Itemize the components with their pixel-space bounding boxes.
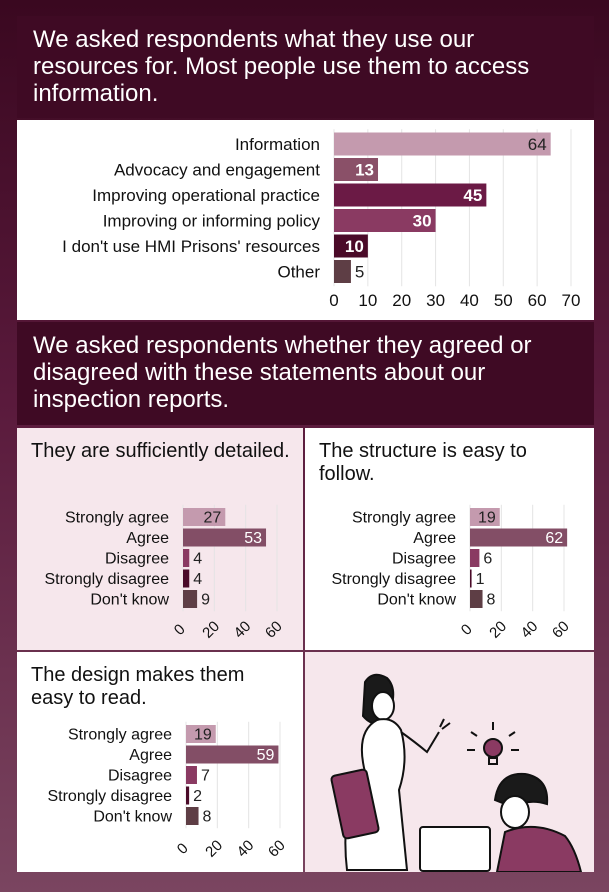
category-label: Agree: [129, 747, 172, 764]
bar: [183, 569, 190, 588]
data-label: 13: [355, 160, 374, 179]
tick-label: 60: [262, 618, 286, 642]
bar: [334, 234, 368, 258]
tick-label: 20: [486, 618, 510, 642]
tick-label: 20: [199, 618, 223, 642]
category-label: Disagree: [392, 551, 456, 568]
data-label: 1: [476, 571, 485, 588]
tick-label: 30: [426, 291, 445, 310]
data-label: 27: [204, 510, 222, 527]
category-label: Disagree: [108, 768, 172, 785]
chart-design: 0 20 40 60 Strongly agree 19 Agree 59 Disagree 7 S…: [47, 721, 289, 861]
tick-label: 40: [460, 291, 479, 310]
bar: [186, 786, 190, 805]
chart-structure-panel: The structure is easy to follow. 0 20 40 60…: [305, 428, 594, 650]
category-label: Strongly agree: [65, 510, 169, 527]
section-header-uses: We asked respondents what they use our r…: [17, 16, 594, 118]
tick-label: 0: [329, 291, 338, 310]
tick-label: 0: [171, 621, 189, 639]
chart-title: They are sufficiently detailed.: [31, 440, 290, 462]
data-label: 19: [478, 510, 496, 527]
bar: [183, 590, 198, 608]
category-label: I don't use HMI Prisons' resources: [62, 237, 320, 256]
bar: [470, 590, 483, 608]
category-label: Agree: [126, 530, 169, 547]
chart-design-panel: The design makes them easy to read. 0 20 4…: [17, 652, 303, 872]
bar: [334, 209, 436, 232]
category-label: Strongly disagree: [47, 788, 172, 805]
chart-structure: 0 20 40 60 Strongly agree 19 Agree 62 Disagree 6 S…: [331, 504, 573, 642]
tick-label: 0: [174, 840, 192, 858]
data-label: 19: [194, 727, 212, 744]
data-label: 6: [483, 551, 492, 568]
tick-label: 40: [234, 837, 258, 861]
bar: [186, 725, 216, 743]
category-label: Don't know: [377, 592, 456, 609]
bar: [470, 549, 480, 567]
bar: [470, 569, 472, 588]
bar: [334, 260, 351, 283]
data-label: 53: [244, 530, 262, 547]
bar: [470, 528, 568, 547]
data-label: 2: [193, 788, 202, 805]
tick-label: 20: [202, 837, 226, 861]
category-label: Other: [277, 262, 320, 281]
illustration-panel: [305, 652, 594, 872]
tick-label: 40: [518, 618, 542, 642]
bar: [186, 745, 279, 764]
category-label: Don't know: [93, 809, 172, 826]
tick-label: 20: [392, 291, 411, 310]
category-label: Strongly disagree: [331, 571, 456, 588]
data-label: 4: [193, 551, 202, 568]
tick-label: 60: [549, 618, 573, 642]
bar: [334, 158, 379, 181]
data-label: 59: [257, 747, 275, 764]
data-label: 62: [545, 530, 563, 547]
section-header-statements: We asked respondents whether they agreed…: [17, 322, 594, 425]
category-label: Improving or informing policy: [103, 211, 321, 230]
data-label: 45: [463, 186, 482, 205]
bar: [334, 132, 551, 156]
data-label: 30: [413, 211, 432, 230]
data-label: 10: [345, 237, 364, 256]
category-label: Strongly agree: [68, 727, 172, 744]
bar: [183, 508, 226, 526]
people-reading-illustration: [330, 673, 583, 872]
chart-uses: 0 10 20 30 40 50 60 70 Information 64 Advocacy and…: [62, 129, 581, 310]
tick-label: 40: [231, 618, 255, 642]
bar: [186, 766, 197, 784]
tick-label: 50: [494, 291, 513, 310]
data-label: 9: [201, 592, 210, 609]
data-label: 8: [203, 809, 212, 826]
chart-detailed-panel: They are sufficiently detailed. 0 20 40 60 S…: [17, 428, 303, 650]
category-label: Agree: [413, 530, 456, 547]
category-label: Strongly agree: [352, 510, 456, 527]
data-label: 8: [487, 592, 496, 609]
category-label: Information: [235, 135, 320, 154]
bar: [183, 549, 190, 567]
chart-title: The design makes them easy to read.: [31, 664, 245, 709]
bar: [334, 183, 487, 207]
data-label: 64: [528, 135, 547, 154]
tick-label: 70: [562, 291, 581, 310]
tick-label: 10: [358, 291, 377, 310]
tick-label: 60: [528, 291, 547, 310]
category-label: Advocacy and engagement: [114, 160, 320, 179]
data-label: 7: [201, 768, 210, 785]
chart-uses-panel: 0 10 20 30 40 50 60 70 Information 64 Advocacy and…: [17, 120, 594, 320]
category-label: Disagree: [105, 551, 169, 568]
data-label: 4: [193, 571, 202, 588]
category-label: Don't know: [90, 592, 169, 609]
chart-detailed: 0 20 40 60 Strongly agree 27 Agree 53 Disagree 4 S…: [44, 504, 286, 642]
category-label: Improving operational practice: [92, 186, 320, 205]
category-label: Strongly disagree: [44, 571, 169, 588]
tick-label: 60: [265, 837, 289, 861]
chart-title: The structure is easy to follow.: [319, 440, 527, 485]
bar: [183, 528, 267, 547]
bar: [186, 807, 199, 825]
data-label: 5: [355, 262, 364, 281]
bar: [470, 508, 500, 526]
tick-label: 0: [458, 621, 476, 639]
